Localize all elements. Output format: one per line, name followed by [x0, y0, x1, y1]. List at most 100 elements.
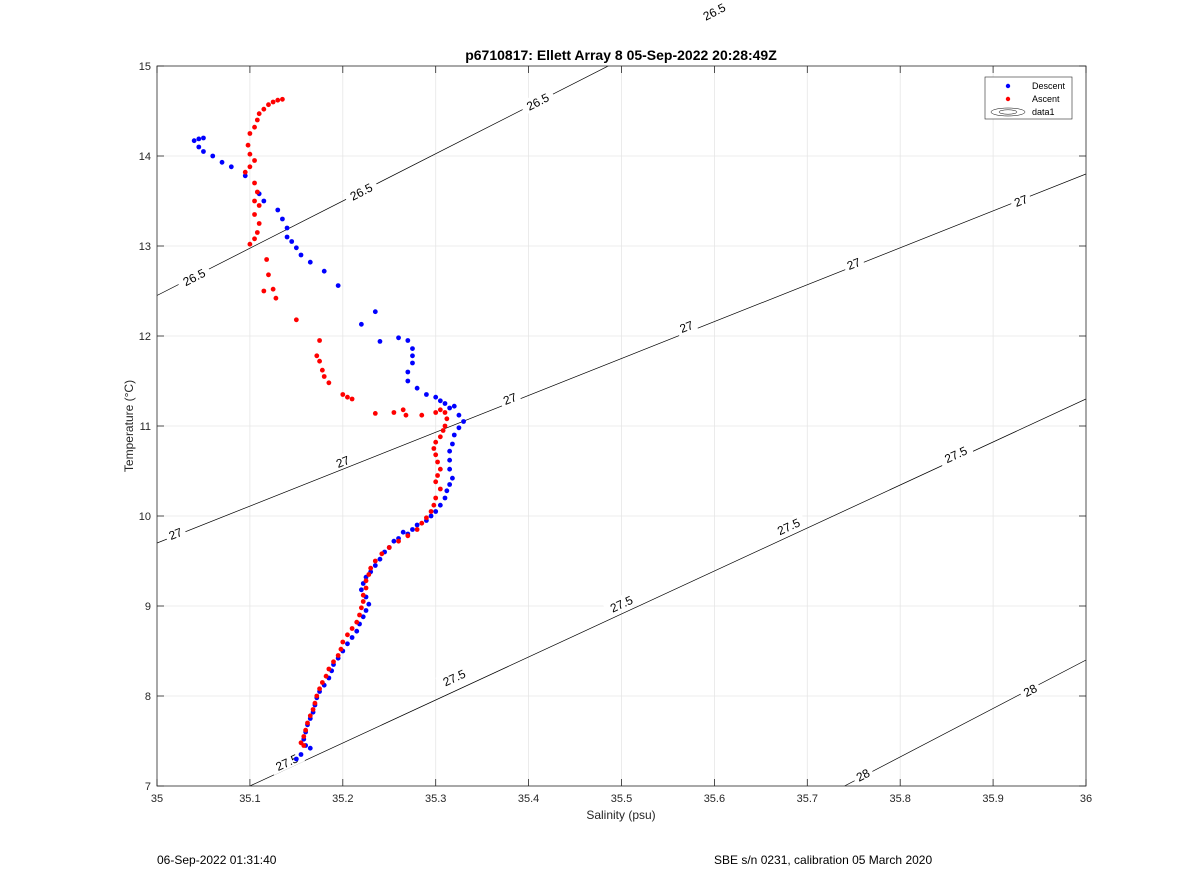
- ascent-point: [435, 459, 440, 465]
- descent-point: [447, 466, 453, 472]
- descent-point: [354, 628, 360, 634]
- ascent-point: [345, 632, 350, 638]
- contour-label-27: 27: [678, 318, 696, 336]
- ascent-point: [437, 407, 443, 413]
- descent-point: [451, 403, 457, 409]
- ascent-point: [405, 533, 411, 539]
- descent-point: [410, 353, 415, 359]
- ascent-point: [254, 117, 260, 123]
- legend-box: [984, 76, 1073, 120]
- x-tick-label: 35.5: [611, 793, 632, 805]
- ascent-point: [358, 605, 364, 611]
- descent-point: [405, 338, 411, 343]
- contour-label-group: 28: [1017, 678, 1042, 701]
- contour-label-bg: [937, 440, 974, 468]
- descent-point: [275, 207, 281, 213]
- contour-label-bg: [268, 748, 306, 776]
- descent-point: [261, 198, 267, 204]
- x-tick-label: 35.6: [704, 793, 725, 805]
- ascent-point: [314, 353, 320, 359]
- descent-point: [400, 529, 406, 535]
- descent-point: [410, 527, 415, 532]
- ascent-point: [254, 230, 260, 235]
- ascent-point: [357, 612, 362, 618]
- x-axis-ticks: 35 35.1 35.2 35.3 35.4 35.5 35.6 35.7 35.8 35.9 36: [151, 66, 1092, 805]
- ascent-point: [433, 439, 439, 445]
- descent-point: [289, 239, 295, 244]
- contour-label-group: 27: [330, 450, 355, 472]
- ascent-point: [433, 495, 439, 501]
- y-tick-label: 8: [145, 691, 151, 703]
- ascent-point: [247, 164, 253, 170]
- ascent-point: [442, 410, 448, 415]
- ascent-point: [419, 412, 425, 418]
- contour-label-bg: [175, 262, 213, 291]
- ascent-point: [280, 96, 285, 102]
- ascent-point: [440, 428, 446, 433]
- contour-label-28: 28: [1021, 681, 1040, 700]
- descent-point: [391, 538, 397, 544]
- x-tick-label: 35: [151, 793, 163, 805]
- contour-label-bg: [330, 450, 355, 472]
- ascent-point: [245, 142, 251, 148]
- descent-point: [396, 335, 401, 341]
- descent-point: [450, 441, 455, 447]
- contour-label-bg: [674, 315, 699, 337]
- contour-label-bg: [497, 387, 522, 409]
- descent-point: [433, 509, 439, 514]
- x-tick-label: 35.7: [797, 793, 818, 805]
- contour-label-group: 26.5: [695, 0, 733, 26]
- y-tick-label: 14: [139, 151, 151, 163]
- ascent-point: [433, 410, 439, 415]
- ascent-point: [242, 169, 248, 175]
- contour-label-bg: [769, 512, 807, 540]
- ascent-point: [319, 367, 325, 373]
- ascent-point: [303, 727, 309, 733]
- ascent-point: [323, 673, 329, 679]
- descent-point: [442, 495, 448, 501]
- contour-label-27: 27: [1012, 192, 1030, 210]
- descent-point: [358, 321, 364, 327]
- descent-point: [366, 601, 372, 607]
- ascent-point: [437, 434, 443, 440]
- descent-point: [219, 159, 225, 165]
- descent-point: [242, 173, 248, 179]
- ascent-point: [335, 653, 341, 658]
- contour-label-bg: [342, 177, 380, 206]
- ascent-point: [437, 486, 443, 492]
- legend-marker-ascent: [1005, 96, 1011, 102]
- descent-point: [191, 138, 197, 144]
- descent-point: [201, 149, 206, 154]
- y-tick-label: 9: [145, 601, 151, 613]
- ascent-point: [414, 527, 420, 532]
- ascent-point: [252, 124, 257, 130]
- ascent-point: [372, 411, 378, 416]
- ascent-point: [293, 317, 299, 323]
- ascent-point: [247, 131, 253, 136]
- descent-point: [447, 448, 453, 454]
- descent-point: [456, 425, 462, 431]
- ascent-point: [266, 102, 271, 108]
- descent-point: [428, 513, 434, 519]
- descent-point: [284, 234, 290, 240]
- ascent-point: [256, 221, 262, 226]
- descent-point: [358, 587, 364, 593]
- ascent-point: [270, 99, 276, 105]
- descent-point: [196, 144, 202, 150]
- ascent-point: [442, 423, 448, 429]
- contour-label-bg: [841, 252, 866, 274]
- descent-point: [377, 339, 383, 344]
- y-tick-label: 7: [145, 781, 151, 793]
- ascent-point: [435, 473, 440, 478]
- descent-point: [456, 412, 462, 418]
- descent-point: [321, 268, 327, 274]
- ascent-point: [312, 700, 318, 706]
- ascent-point: [326, 380, 332, 386]
- density-contour-labels: 26.526.526.526.527272727272727.527.527.5…: [163, 0, 1042, 786]
- ascent-point: [321, 374, 327, 379]
- descent-point: [461, 419, 466, 424]
- x-tick-label: 35.9: [982, 793, 1003, 805]
- ascent-point: [428, 509, 434, 514]
- descent-point: [442, 401, 448, 406]
